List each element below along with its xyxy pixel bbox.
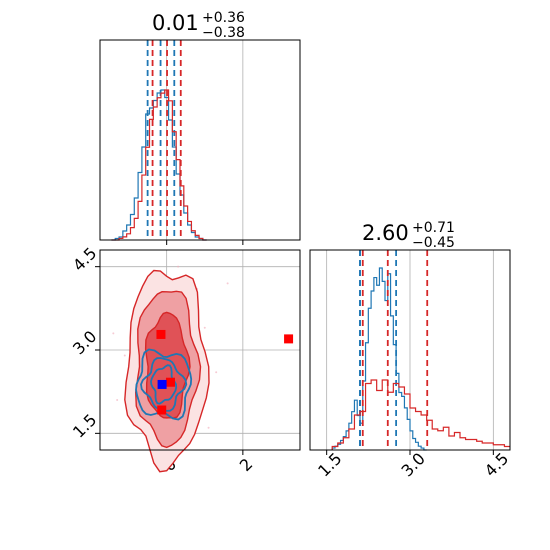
y-marginal-histogram-blue bbox=[331, 267, 427, 451]
y-marginal-tick-label: 4.5 bbox=[481, 449, 512, 480]
y-marginal-frame bbox=[309, 249, 511, 451]
y-marginal-title: 2.60 bbox=[362, 221, 409, 245]
x-marginal-frame bbox=[99, 39, 301, 241]
joint-marker-square bbox=[156, 329, 166, 339]
joint-scatter-point bbox=[112, 332, 115, 335]
joint-blue-contour-level bbox=[140, 357, 188, 412]
joint-scatter-point bbox=[215, 371, 218, 374]
joint-marker-square bbox=[165, 377, 175, 387]
joint-blue-contour-level bbox=[150, 364, 178, 405]
joint-scatter-point bbox=[116, 399, 119, 401]
x-marginal-title-sub: −0.38 bbox=[202, 25, 245, 41]
y-marginal-tick-label: 1.5 bbox=[314, 449, 345, 480]
x-marginal-title-sup: +0.36 bbox=[202, 10, 245, 26]
joint-scatter-point bbox=[177, 265, 180, 268]
joint-scatter-point bbox=[207, 426, 210, 429]
joint-y-tick-label: 4.5 bbox=[69, 244, 100, 275]
joint-scatter-point bbox=[226, 282, 229, 285]
x-marginal-title-value: 0.01 bbox=[152, 11, 199, 35]
joint-marker-square bbox=[157, 405, 167, 415]
x-marginal-histogram-blue bbox=[111, 89, 207, 241]
joint-contour-panel: 021.53.04.5 bbox=[69, 244, 301, 475]
joint-blue-contour-level bbox=[135, 348, 193, 421]
joint-y-tick-label: 1.5 bbox=[69, 410, 100, 441]
y-marginal-histogram-red bbox=[331, 379, 510, 450]
y-marginal-title-value: 2.60 bbox=[362, 221, 409, 245]
joint-marker-square bbox=[157, 379, 167, 389]
y-marginal-title-sub: −0.45 bbox=[412, 235, 455, 251]
x-marginal-title: 0.01 bbox=[152, 11, 199, 35]
joint-scatter-point bbox=[203, 326, 206, 329]
x-marginal-panel bbox=[99, 39, 301, 245]
joint-scatter-point bbox=[123, 354, 126, 357]
joint-frame bbox=[99, 249, 301, 451]
y-marginal-tick-label: 3.0 bbox=[397, 449, 428, 480]
x-marginal-histogram-red bbox=[111, 89, 207, 241]
y-marginal-panel: 1.5 3.0 4.5 bbox=[309, 249, 512, 480]
joint-y-tick-label: 3.0 bbox=[69, 327, 100, 358]
y-marginal-title-sup: +0.71 bbox=[412, 220, 455, 236]
joint-x-tick-label: 2 bbox=[236, 454, 257, 475]
joint-marker-square bbox=[284, 334, 294, 344]
